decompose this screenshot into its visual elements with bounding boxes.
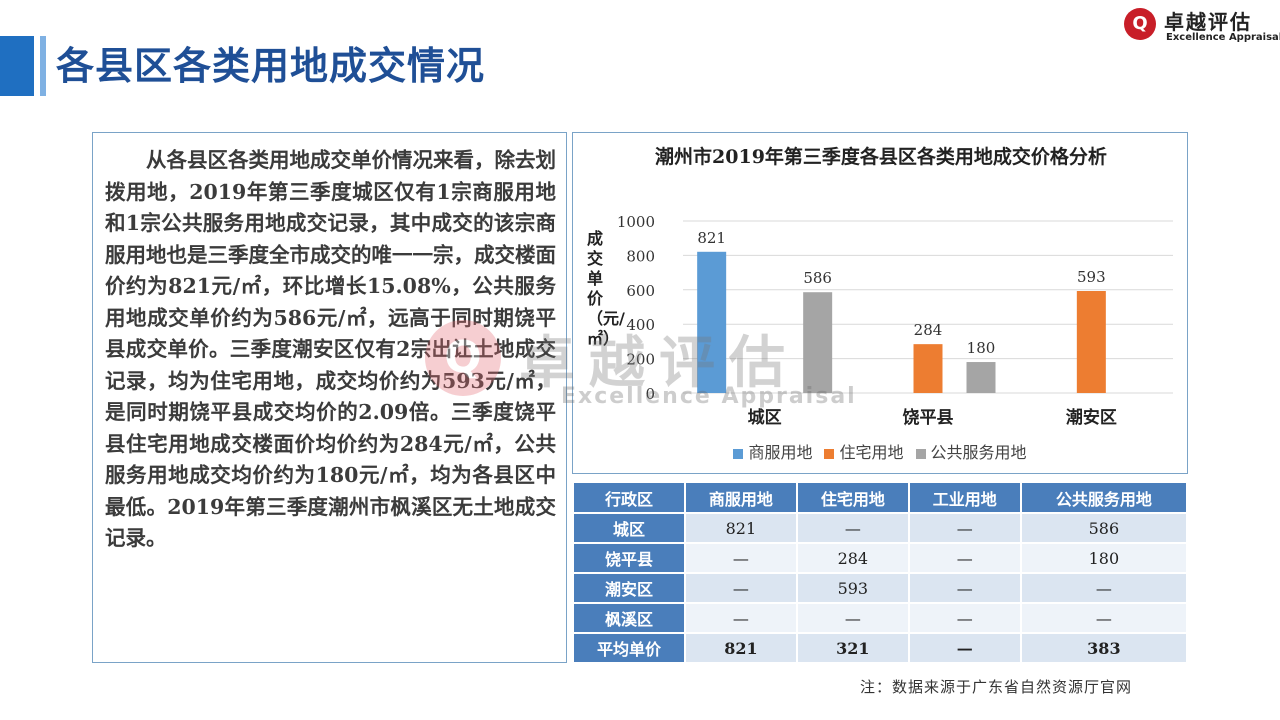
table-row: 平均单价 821 321—383 (572, 632, 1189, 664)
legend-item: 住宅用地 (824, 439, 904, 463)
y-tick-label: 1000 (617, 213, 655, 231)
data-label: 284 (914, 321, 943, 339)
data-label: 586 (803, 269, 832, 287)
table-row-label: 城区 (572, 512, 686, 544)
legend-label: 商服用地 (748, 443, 813, 462)
y-tick-label: 600 (626, 282, 655, 300)
table-cell: — (683, 602, 798, 634)
x-category-label: 城区 (748, 408, 782, 428)
data-label: 593 (1077, 268, 1106, 286)
x-category-label: 饶平县 (903, 407, 954, 428)
table-cell: — (907, 572, 1022, 604)
table-cell: 383 (1019, 632, 1189, 664)
table-cell: — (683, 572, 798, 604)
table-cell: 586 (1019, 512, 1189, 544)
legend-label: 公共服务用地 (930, 443, 1027, 462)
table-body: 城区 821— —586 饶平县 —284—180 潮安区 —593— — 枫溪区 — — — — 平均单… (572, 512, 1189, 664)
price-table: 行政区 商服用地 住宅用地 工业用地 公共服务用地 城区 821— —586 饶平县 —284—… (572, 481, 1189, 664)
data-label: 821 (697, 229, 726, 247)
legend-item: 公共服务用地 (915, 439, 1027, 463)
table-row-label: 平均单价 (572, 632, 686, 664)
table-header-cell: 公共服务用地 (1019, 481, 1189, 514)
y-tick-label: 0 (645, 385, 655, 403)
chart-title: 潮州市2019年第三季度各县区各类用地成交价格分析 (655, 146, 1107, 168)
table-row: 枫溪区 — — — — (572, 602, 1189, 634)
logo-english-name: Excellence Appraisal (1166, 32, 1280, 43)
bar-chart-panel: 潮州市2019年第三季度各县区各类用地成交价格分析 成交单价（元/㎡） 0 200… (572, 132, 1188, 474)
table-cell: 821 (683, 632, 798, 664)
table-row-label: 枫溪区 (572, 602, 686, 634)
table-cell: — (795, 602, 910, 634)
y-tick-label: 400 (626, 316, 655, 334)
table-cell: 321 (795, 632, 910, 664)
table-cell: — (907, 602, 1022, 634)
analysis-text-box: 从各县区各类用地成交单价情况来看，除去划拨用地，2019年第三季度城区仅有1宗商… (92, 132, 567, 663)
table-cell: 284 (795, 542, 910, 574)
logo-mark-icon: Q (1124, 8, 1156, 40)
table-cell: 180 (1019, 542, 1189, 574)
table-cell: — (907, 512, 1022, 544)
table-cell: — (1019, 602, 1189, 634)
table-cell: — (795, 512, 910, 544)
table-cell: — (683, 542, 798, 574)
table-cell: — (1019, 572, 1189, 604)
table-header-cell: 行政区 (572, 481, 686, 514)
logo-chinese-name: 卓越评估 (1164, 10, 1252, 34)
legend-swatch (824, 448, 835, 459)
analysis-paragraph: 从各县区各类用地成交单价情况来看，除去划拨用地，2019年第三季度城区仅有1宗商… (105, 148, 556, 550)
table-row-label: 潮安区 (572, 572, 686, 604)
bar-公共服务用地 (803, 292, 833, 393)
chart-legend: 商服用地 住宅用地 公共服务用地 (573, 439, 1187, 463)
table-header-cell: 工业用地 (907, 481, 1022, 514)
table-cell: — (907, 542, 1022, 574)
table-row: 潮安区 —593— — (572, 572, 1189, 604)
table-cell: — (907, 632, 1022, 664)
chart-plot-area: 0 200 400 600 800 1000 821 586 城区 284 180 饶平县 593 潮安区 (617, 213, 1173, 428)
bar-住宅用地 (1076, 291, 1106, 393)
data-label: 180 (967, 339, 996, 357)
legend-swatch (733, 448, 744, 459)
table-row: 城区 821— —586 (572, 512, 1189, 544)
table-cell: 593 (795, 572, 910, 604)
y-tick-label: 200 (626, 351, 655, 369)
legend-label: 住宅用地 (839, 443, 904, 462)
table-header-cell: 住宅用地 (795, 481, 910, 514)
bar-公共服务用地 (966, 362, 996, 393)
legend-item: 商服用地 (733, 439, 812, 463)
table-header-row: 行政区 商服用地 住宅用地 工业用地 公共服务用地 (572, 481, 1189, 514)
table-cell: 821 (683, 512, 798, 544)
title-accent-decoration (40, 36, 46, 96)
table-row-label: 饶平县 (572, 542, 686, 574)
bar-住宅用地 (913, 344, 943, 393)
x-category-label: 潮安区 (1066, 407, 1117, 428)
table-row: 饶平县 —284—180 (572, 542, 1189, 574)
table-header-cell: 商服用地 (683, 481, 798, 514)
bar-商服用地 (697, 251, 727, 393)
page-title: 各县区各类用地成交情况 (56, 44, 486, 88)
y-tick-label: 800 (626, 247, 655, 265)
legend-swatch (915, 448, 926, 459)
title-bar-decoration (0, 36, 34, 96)
source-note: 注：数据来源于广东省自然资源厅官网 (860, 678, 1133, 696)
brand-logo: Q 卓越评估 Excellence Appraisal (1124, 6, 1280, 46)
